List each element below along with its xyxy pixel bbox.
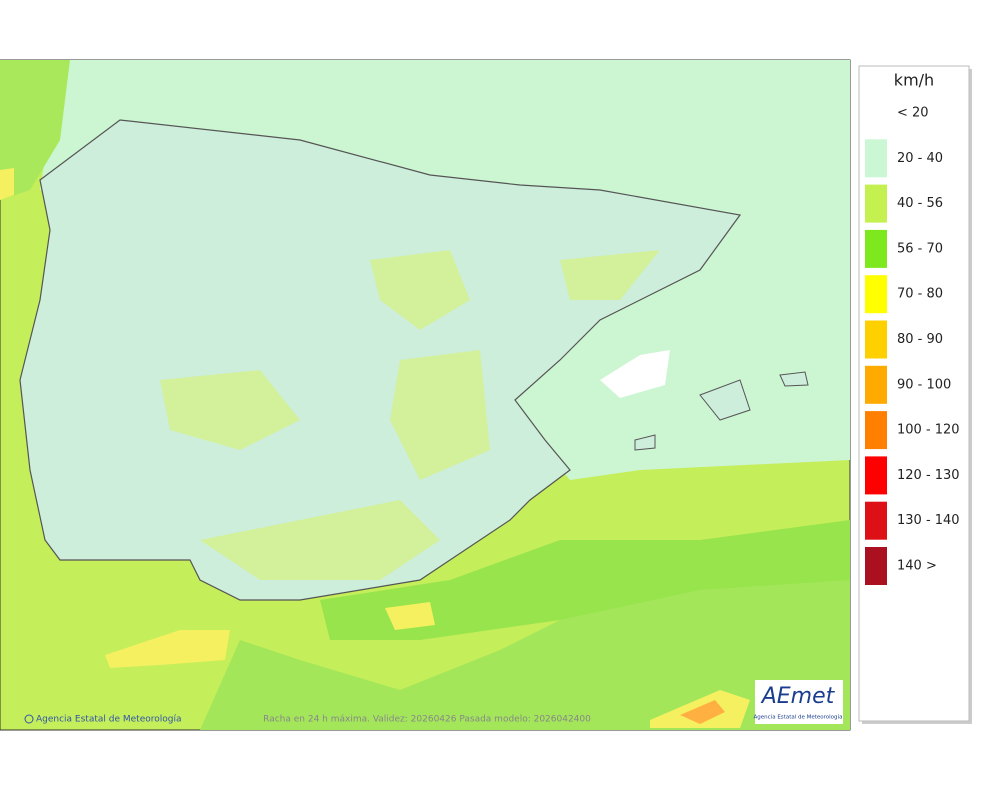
legend-label: 140 > — [897, 559, 937, 574]
sea-wind — [320, 520, 850, 640]
legend-swatch — [865, 547, 887, 585]
calm-area — [600, 350, 670, 398]
logo-box — [755, 680, 843, 724]
legend-swatch — [865, 501, 887, 540]
legend-label: 120 - 130 — [897, 468, 960, 483]
legend-label: 20 - 40 — [897, 151, 943, 166]
legend-label: 130 - 140 — [897, 513, 960, 528]
copyright-icon — [24, 714, 34, 724]
legend-swatch — [865, 320, 887, 359]
legend-label: < 20 — [897, 106, 929, 121]
legend-swatch — [865, 275, 887, 314]
legend-label: 80 - 90 — [897, 332, 943, 347]
africa — [200, 570, 850, 730]
logo-name: AEmet — [760, 684, 836, 709]
credit: Agencia Estatal de Meteorología — [36, 715, 182, 725]
legend-swatch — [865, 184, 887, 223]
map: Agencia Estatal de Meteorología Racha en… — [0, 59, 851, 731]
legend-swatch — [865, 456, 887, 495]
legend-swatch — [865, 139, 887, 178]
wind-area — [160, 250, 660, 580]
legend-swatch — [865, 365, 887, 404]
wind-area — [680, 700, 725, 724]
legend-unit: km/h — [894, 71, 934, 90]
logo-subtitle: Agencia Estatal de Meteorología — [754, 714, 843, 721]
legend-swatch — [865, 411, 887, 450]
caption: Racha en 24 h máxima. Validez: 20260426 … — [263, 715, 591, 725]
legend-label: 70 - 80 — [897, 287, 943, 302]
legend-swatch — [865, 229, 887, 268]
legend-label: 90 - 100 — [897, 377, 951, 392]
island — [634, 371, 809, 451]
legend-label: 56 - 70 — [897, 241, 943, 256]
legend-label: 100 - 120 — [897, 423, 960, 438]
sea-wind — [0, 60, 70, 200]
legend-label: 40 - 56 — [897, 196, 943, 211]
legend: km/h < 20 20 - 40 40 - 56 56 - 70 70 - 80 80 … — [858, 65, 972, 724]
wind-area — [0, 168, 14, 200]
iberia — [19, 119, 742, 601]
